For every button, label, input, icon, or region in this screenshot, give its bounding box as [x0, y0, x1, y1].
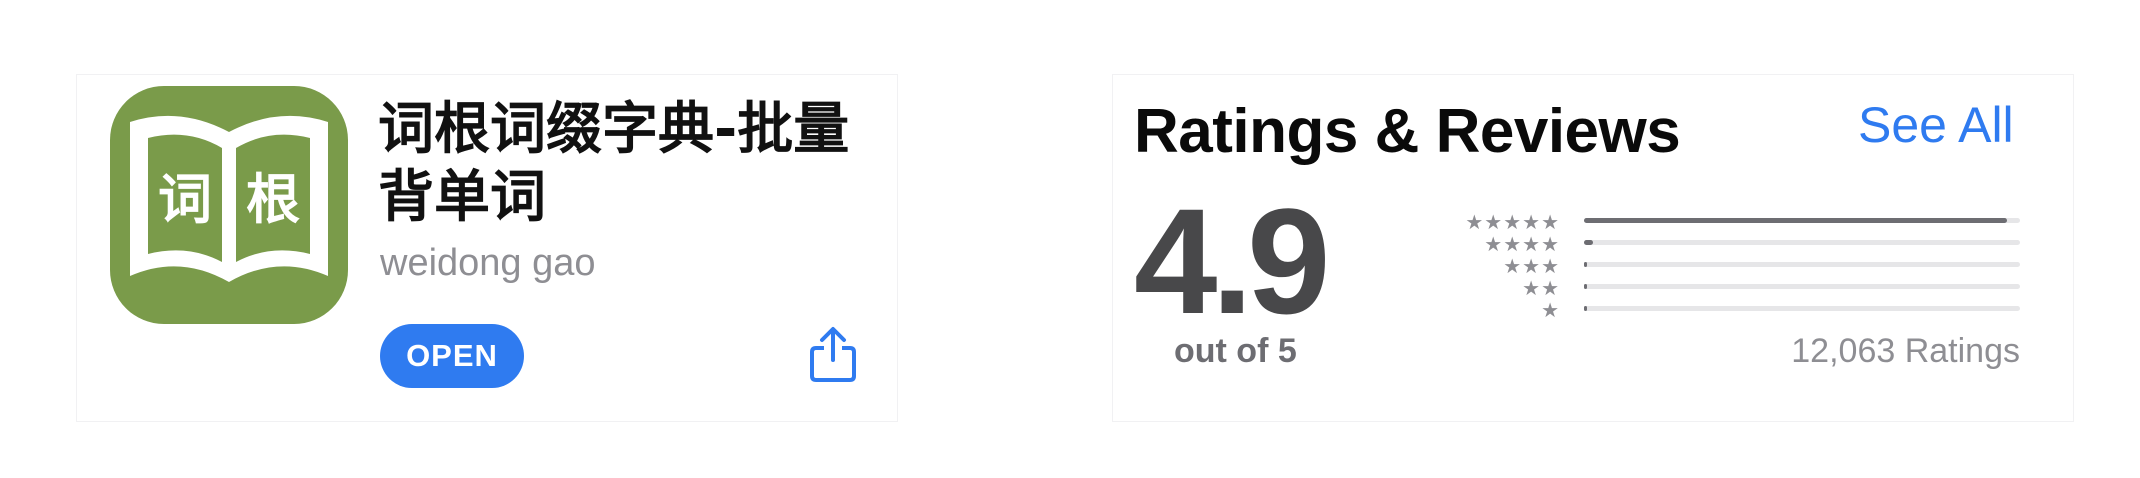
- app-title: 词根词缀字典-批量背单词: [378, 97, 850, 230]
- histogram-track: [1584, 218, 2020, 223]
- histogram-track: [1584, 262, 2020, 267]
- histogram-track: [1584, 284, 2020, 289]
- ratings-title: Ratings & Reviews: [1134, 97, 1681, 166]
- histogram-stars: ★★★: [1503, 256, 1560, 278]
- share-icon: [810, 327, 856, 382]
- out-of-label: out of 5: [1174, 332, 1297, 370]
- share-button[interactable]: [808, 326, 858, 382]
- histogram-bar: [1584, 306, 1587, 311]
- icon-text-left: 词: [158, 168, 212, 231]
- ratings-count: 12,063 Ratings: [1791, 332, 2020, 370]
- histogram-stars: ★★: [1522, 278, 1560, 300]
- histogram-stars: ★: [1541, 300, 1560, 322]
- histogram-bar: [1584, 262, 1587, 267]
- histogram-track: [1584, 306, 2020, 311]
- histogram-stars: ★★★★★: [1465, 212, 1560, 234]
- histogram-bar: [1584, 218, 2007, 223]
- book-icon: 词 根: [130, 115, 328, 283]
- histogram-bar: [1584, 284, 1587, 289]
- ratings-card: [1112, 74, 2074, 422]
- average-rating: 4.9: [1134, 177, 1331, 345]
- histogram-bar: [1584, 240, 1593, 245]
- icon-text-right: 根: [246, 168, 300, 231]
- see-all-link[interactable]: See All: [1858, 97, 2014, 153]
- histogram-stars: ★★★★: [1484, 234, 1560, 256]
- app-icon[interactable]: 词 根: [110, 86, 348, 324]
- histogram-track: [1584, 240, 2020, 245]
- developer-name[interactable]: weidong gao: [380, 242, 596, 284]
- open-button[interactable]: OPEN: [380, 324, 524, 388]
